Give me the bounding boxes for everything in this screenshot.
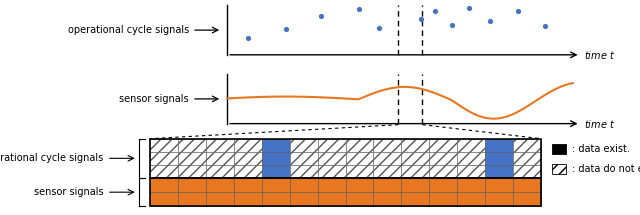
Bar — [346, 178, 374, 192]
Bar — [150, 139, 541, 178]
Bar — [513, 178, 541, 192]
Bar — [513, 192, 541, 206]
Bar — [150, 178, 179, 192]
Bar — [317, 178, 346, 192]
Bar — [262, 165, 290, 178]
Bar — [457, 192, 485, 206]
Bar — [429, 165, 457, 178]
Bar — [457, 139, 485, 152]
Bar — [262, 152, 290, 165]
Bar — [150, 178, 541, 206]
Point — [353, 8, 364, 11]
Point — [316, 15, 326, 18]
Bar — [179, 139, 206, 152]
Bar — [234, 178, 262, 192]
Bar — [262, 178, 290, 192]
Bar — [206, 152, 234, 165]
Bar — [485, 152, 513, 165]
Bar — [150, 192, 179, 206]
Bar — [234, 192, 262, 206]
Bar — [374, 178, 401, 192]
Bar — [179, 165, 206, 178]
Bar — [552, 144, 566, 154]
Bar — [179, 152, 206, 165]
Bar — [485, 139, 513, 152]
Bar — [429, 178, 457, 192]
Bar — [290, 192, 317, 206]
Point — [243, 36, 253, 39]
Point — [464, 6, 474, 9]
Bar — [262, 192, 290, 206]
Bar — [374, 192, 401, 206]
Bar — [513, 139, 541, 152]
Text: sensor signals: sensor signals — [34, 187, 104, 197]
Bar — [429, 139, 457, 152]
Bar — [290, 178, 317, 192]
Bar — [429, 192, 457, 206]
Bar — [401, 178, 429, 192]
Bar — [346, 165, 374, 178]
Bar — [290, 165, 317, 178]
Bar — [234, 152, 262, 165]
Bar — [513, 165, 541, 178]
Bar — [262, 139, 290, 152]
Point — [374, 26, 385, 29]
Bar — [401, 192, 429, 206]
Bar — [179, 192, 206, 206]
Bar — [485, 178, 513, 192]
Point — [540, 25, 550, 28]
Bar — [206, 139, 234, 152]
Text: : data exist.: : data exist. — [572, 144, 629, 154]
Bar — [150, 139, 179, 152]
Bar — [179, 178, 206, 192]
Bar — [346, 192, 374, 206]
Bar — [429, 152, 457, 165]
Bar — [457, 178, 485, 192]
Bar — [401, 139, 429, 152]
Bar — [290, 152, 317, 165]
Bar — [346, 152, 374, 165]
Text: sensor signals: sensor signals — [119, 94, 189, 104]
Bar — [513, 152, 541, 165]
Bar — [552, 164, 566, 174]
Bar — [150, 165, 179, 178]
Point — [447, 23, 457, 27]
Point — [415, 17, 426, 21]
Bar — [206, 192, 234, 206]
Point — [513, 10, 523, 13]
Bar — [485, 192, 513, 206]
Point — [281, 27, 291, 31]
Bar — [290, 139, 317, 152]
Bar — [234, 165, 262, 178]
Text: operational cycle signals: operational cycle signals — [0, 153, 104, 163]
Bar — [374, 165, 401, 178]
Bar — [457, 152, 485, 165]
Text: time $t$: time $t$ — [584, 49, 616, 61]
Bar — [317, 192, 346, 206]
Bar — [150, 152, 179, 165]
Bar — [485, 165, 513, 178]
Bar — [346, 139, 374, 152]
Bar — [317, 152, 346, 165]
Bar — [457, 165, 485, 178]
Bar — [374, 139, 401, 152]
Bar — [206, 165, 234, 178]
Bar — [374, 152, 401, 165]
Point — [484, 20, 495, 23]
Bar — [206, 178, 234, 192]
Text: time $t$: time $t$ — [584, 118, 616, 130]
Point — [429, 10, 440, 13]
Bar — [401, 165, 429, 178]
Text: operational cycle signals: operational cycle signals — [68, 25, 189, 35]
Bar — [234, 139, 262, 152]
Bar — [317, 165, 346, 178]
Bar — [401, 152, 429, 165]
Bar — [317, 139, 346, 152]
Text: : data do not exist.: : data do not exist. — [572, 164, 640, 174]
